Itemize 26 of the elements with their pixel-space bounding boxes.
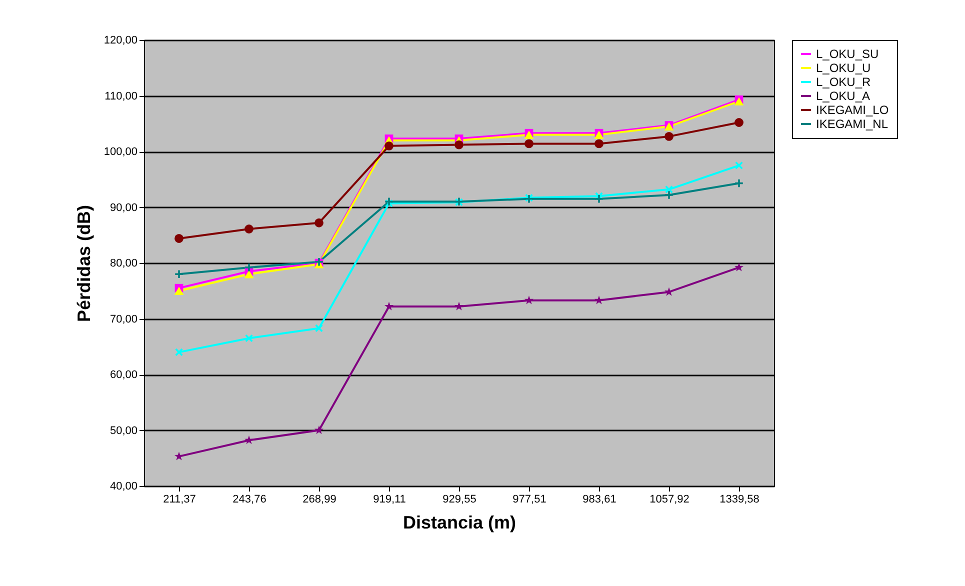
x-tick-label: 1057,92 (650, 494, 690, 506)
legend-label: L_OKU_R (816, 75, 872, 89)
y-axis-title: Pérdidas (dB) (74, 204, 94, 322)
legend-label: L_OKU_SU (816, 47, 879, 61)
x-tick-label: 268,99 (302, 494, 336, 506)
y-tick-label: 70,00 (110, 313, 138, 326)
x-tick-label: 1339,58 (720, 494, 760, 506)
x-tick-label: 977,51 (512, 494, 546, 506)
legend-label: IKEGAMI_LO (816, 103, 889, 117)
legend-label: IKEGAMI_NL (816, 117, 888, 131)
y-tick-label: 40,00 (110, 480, 138, 492)
y-tick-label: 60,00 (110, 369, 138, 381)
x-tick-label: 243,76 (232, 494, 266, 506)
legend-label: L_OKU_A (816, 89, 870, 103)
y-tick-label: 100,00 (104, 146, 138, 158)
y-tick-label: 50,00 (110, 424, 138, 437)
x-axis-title: Distancia (m) (402, 512, 516, 532)
x-tick-label: 211,37 (163, 494, 196, 506)
y-tick-label: 90,00 (110, 202, 138, 214)
x-tick-label: 919,11 (373, 494, 406, 506)
x-tick-label: 983,61 (582, 494, 616, 506)
x-tick-label: 929,55 (442, 494, 476, 506)
y-tick-label: 110,00 (104, 90, 138, 102)
y-tick-label: 80,00 (110, 258, 138, 270)
y-tick-label: 120,00 (104, 34, 138, 46)
legend-label: L_OKU_U (816, 61, 871, 75)
